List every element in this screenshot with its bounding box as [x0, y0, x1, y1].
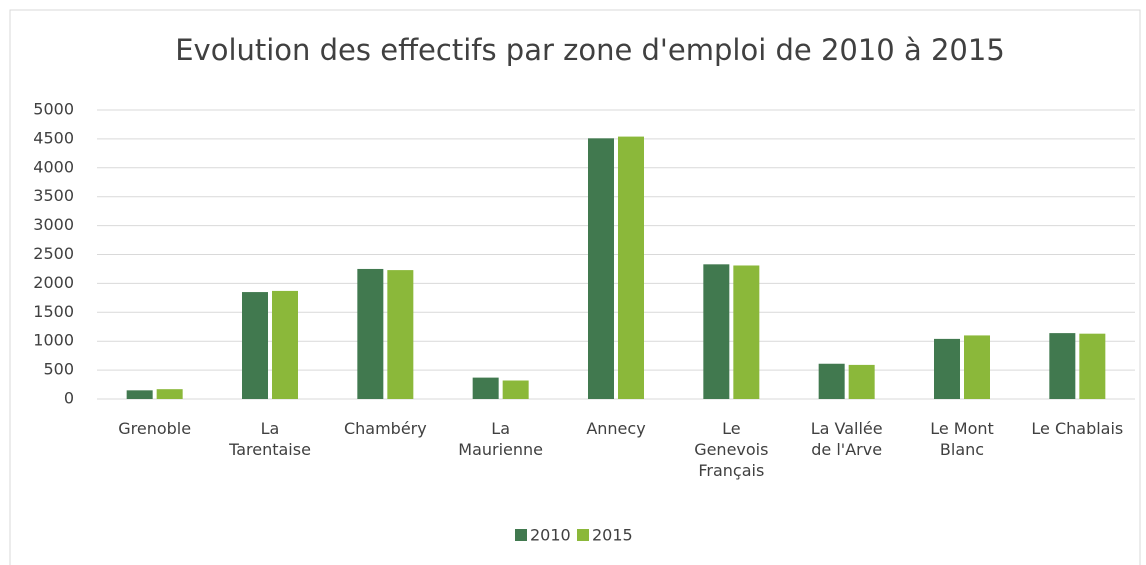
y-tick-label: 3500 — [33, 186, 74, 205]
bar — [618, 136, 644, 399]
y-tick-label: 4000 — [33, 157, 74, 176]
x-tick-label: Chambéry — [343, 419, 427, 438]
bar — [156, 389, 183, 399]
y-tick-label: 0 — [64, 389, 74, 408]
bar — [1049, 333, 1076, 399]
y-tick-label: 1500 — [33, 302, 74, 321]
x-tick-label: Le Mont Blanc — [930, 419, 994, 459]
bar — [502, 380, 529, 399]
legend-swatch — [577, 529, 589, 541]
bar — [472, 377, 499, 399]
bar — [703, 264, 730, 399]
y-tick-label: 3000 — [33, 215, 74, 234]
bar — [357, 268, 384, 399]
x-tick-label: Grenoble — [118, 419, 192, 438]
y-tick-label: 5000 — [33, 100, 74, 119]
bar — [387, 270, 414, 399]
bar — [964, 335, 990, 399]
x-tick-label: La Tarentaise — [229, 419, 311, 459]
x-tick-label: Annecy — [586, 419, 646, 438]
bar — [848, 364, 875, 399]
legend-label: 2015 — [592, 526, 633, 545]
chart-border — [9, 9, 1141, 565]
legend-swatch — [515, 529, 527, 541]
y-tick-label: 4500 — [33, 128, 74, 147]
bar — [588, 138, 614, 399]
chart-title: Evolution des effectifs par zone d'emplo… — [175, 33, 1005, 67]
y-tick-label: 2000 — [33, 273, 74, 292]
bar — [733, 265, 760, 399]
bar — [126, 390, 153, 399]
y-tick-label: 1000 — [33, 331, 74, 350]
bar — [242, 292, 268, 399]
legend-label: 2010 — [530, 526, 571, 545]
y-tick-label: 2500 — [33, 244, 74, 263]
x-tick-label: La Maurienne — [458, 419, 544, 459]
y-tick-label: 500 — [43, 360, 74, 379]
bar — [934, 338, 960, 399]
bar — [272, 290, 298, 399]
bar — [818, 363, 845, 399]
x-tick-label: La Vallée de l'Arve — [810, 419, 883, 459]
bar — [1079, 333, 1106, 399]
x-tick-label: Le Genevois Français — [694, 419, 769, 480]
x-tick-label: Le Chablais — [1031, 419, 1124, 438]
